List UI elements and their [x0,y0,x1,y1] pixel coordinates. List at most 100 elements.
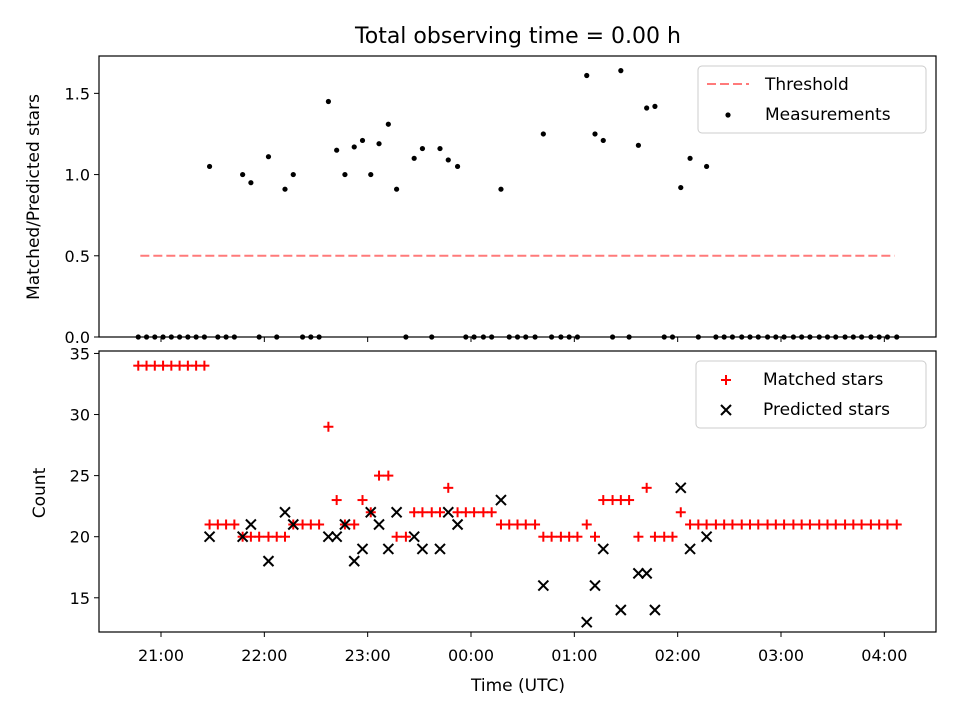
bottom-legend-box [695,360,927,429]
measurement-point [342,171,348,178]
predicted-x-b [649,604,661,616]
matched-star-point [383,470,394,481]
predicted-x-b [330,530,343,543]
measurement-point [600,137,606,144]
legend-predicted-swatch [720,404,732,416]
measurement-point [540,131,546,137]
measurement-point [592,131,598,137]
matched-star-point [667,531,678,542]
matched-star-point [435,507,445,518]
predicted-star-point [408,530,420,543]
measurement-point [206,163,213,170]
bottom-plot: 15 20 25 30 35 21:00 22:00 23:00 00:00 01:00 02:00… [70,344,937,665]
x-tick-label: 22:00 [241,646,287,665]
predicted-x-b [262,555,275,567]
predicted-star-point [236,530,249,543]
predicted-star-point [434,543,446,555]
predicted-x-b [279,506,291,518]
matched-star-point [830,519,841,530]
predicted-x-b [382,543,395,555]
matched-star-point [675,507,686,518]
predicted-star-point [348,555,360,567]
x-tick-label: 02:00 [655,646,701,665]
measurement-point [635,142,642,148]
measurement-point [644,105,650,111]
predicted-x-b [451,518,464,531]
matched-star-point [443,482,454,493]
predicted-star-point [203,530,216,543]
matched-star-point [649,531,660,542]
predicted-star-point [649,604,661,616]
predicted-star-point [373,518,385,531]
matched-star-point [357,495,368,506]
measurement-point [419,145,426,152]
matched-star-point [280,531,290,542]
bottom-y-tick-label: 15 [70,589,90,608]
bottom-y-tick-label: 25 [70,467,90,486]
predicted-star-point [382,543,395,555]
matched-star-point [701,519,712,530]
x-tick-label: 23:00 [345,646,391,665]
predicted-x-b [675,482,687,494]
matched-star-point [804,519,815,530]
measurement-point [265,154,272,160]
matched-star-point [349,519,360,530]
predicted-x-b [581,616,593,628]
predicted-x-b [203,530,216,543]
matched-star-point [400,531,411,542]
predicted-x-b [322,530,335,543]
predicted-x-b [684,543,696,555]
predicted-x-b [537,579,550,592]
predicted-star-point [365,506,377,518]
predicted-star-point [537,579,550,592]
predicted-x-b [339,518,351,531]
top-y-tick-label: 1.0 [65,166,90,185]
predicted-x-b [356,543,369,555]
predicted-star-point [675,482,687,494]
predicted-x-b [236,530,249,543]
measurement-point [411,155,417,161]
measurement-point [248,180,254,186]
measurement-point [282,186,288,192]
x-tick-label: 00:00 [448,646,494,665]
predicted-star-point [356,543,369,555]
chart-title: Total observing time = 0.00 h [354,24,681,49]
matched-star-point [520,519,531,530]
x-tick-label: 04:00 [861,646,907,665]
x-tick-label: 01:00 [551,646,597,665]
matched-star-point [331,495,342,506]
predicted-star-point [245,518,257,531]
top-y-axis-label: Matched/Predicted stars [24,94,44,300]
predicted-star-point [581,616,593,628]
predicted-x-b [632,567,645,580]
predicted-star-point [442,506,454,518]
predicted-x-b [390,506,403,518]
matched-star-point [727,519,738,530]
bottom-y-tick-label: 20 [70,528,90,547]
measurement-point [445,157,451,163]
measurement-point [385,121,391,127]
matched-star-point [254,531,265,542]
predicted-star-point [451,518,464,531]
predicted-x-b [615,604,627,616]
matched-star-point [391,531,402,542]
measurement-point [454,163,461,170]
predicted-star-point [632,567,645,580]
top-y-tick-label: 1.5 [65,84,90,103]
predicted-star-point [589,579,601,592]
measurement-point [368,171,374,178]
predicted-star-point [279,506,291,518]
x-tick-label: 21:00 [138,646,184,665]
matched-star-point [598,495,609,506]
predicted-x-b [408,530,420,543]
top-y-tick-label: 0.0 [65,328,90,347]
top-plot-frame [98,55,937,338]
matched-star-point [323,421,334,432]
matched-star-point [633,531,644,542]
measurement-point [652,103,658,109]
matched-star-point [469,507,480,518]
predicted-star-point [322,530,335,543]
matched-star-point [546,531,557,542]
legend-measurements-label: Measurements [765,105,891,125]
